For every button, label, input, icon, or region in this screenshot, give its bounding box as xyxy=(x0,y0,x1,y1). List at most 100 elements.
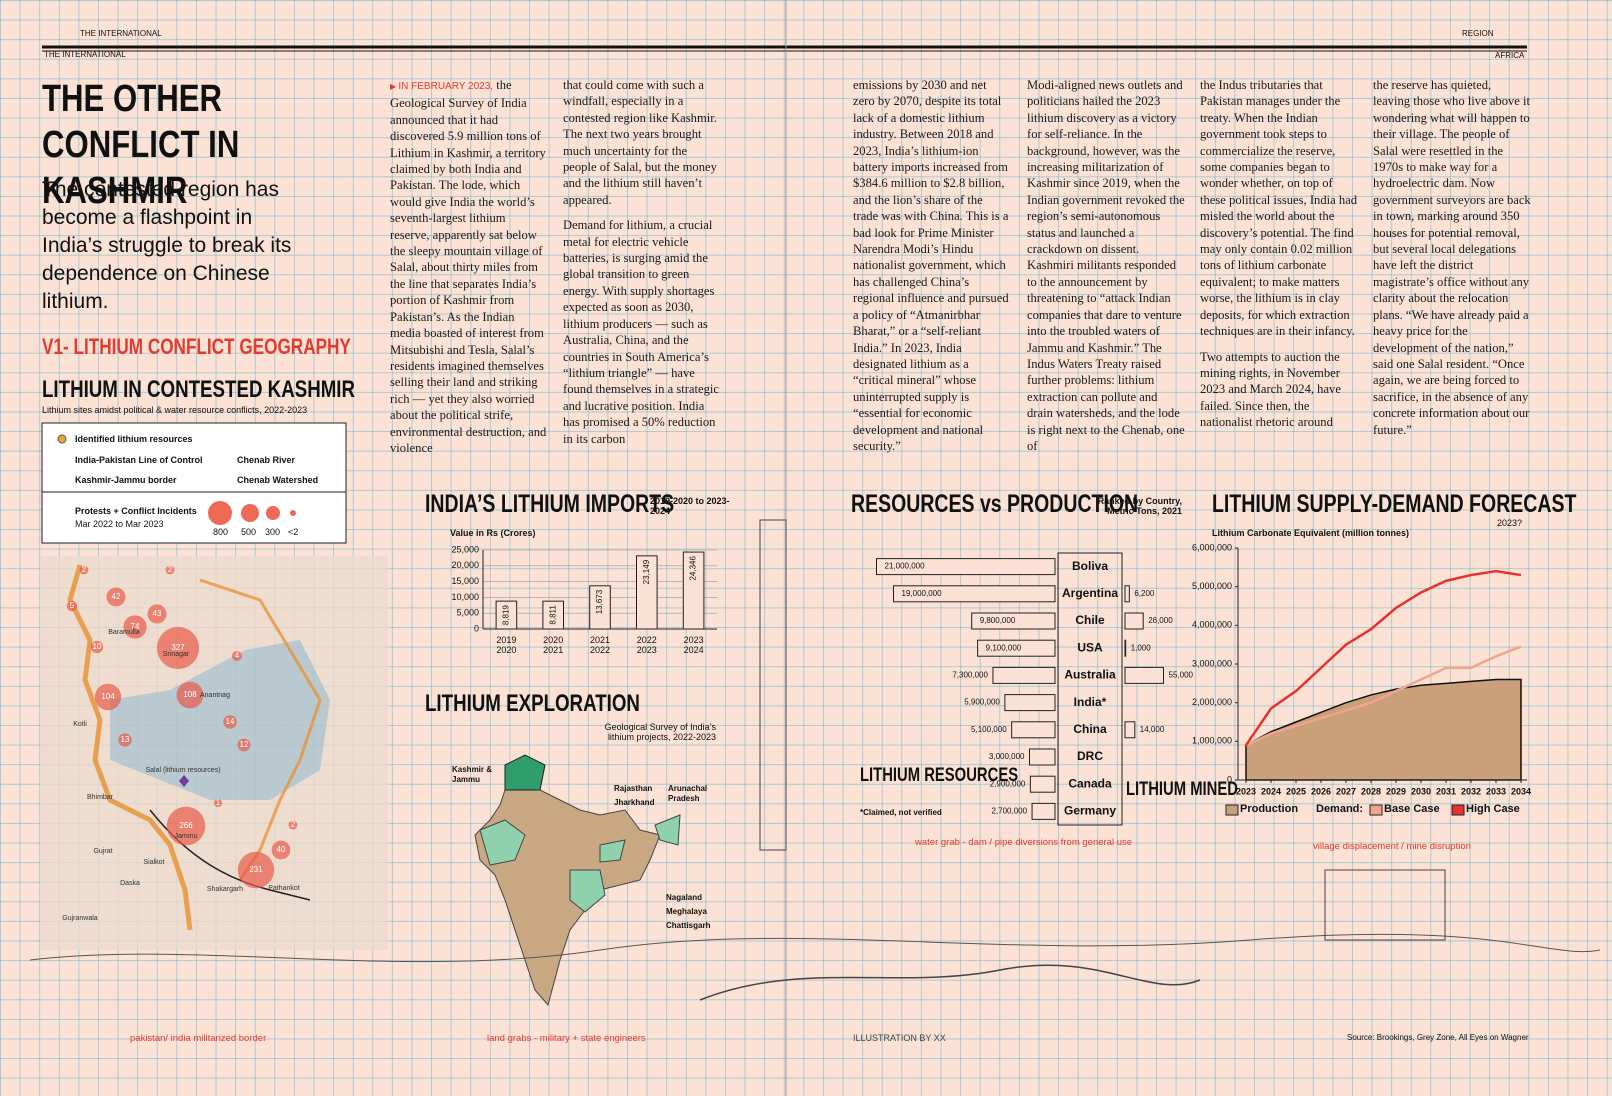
line-of-control xyxy=(67,564,193,931)
x-tick-label: 2024 xyxy=(1261,786,1281,796)
category-label: Canada xyxy=(1068,776,1112,790)
headline: THE OTHER CONFLICT IN KASHMIR xyxy=(42,78,240,212)
category-box xyxy=(1057,552,1123,826)
lithium-site xyxy=(179,775,189,787)
x-tick-label: 2034 xyxy=(1511,786,1531,796)
x-tick-label: 2031 xyxy=(1436,786,1456,796)
state-label: Jharkhand xyxy=(614,798,655,807)
paragraph-text: Demand for lithium, a crucial metal for … xyxy=(563,218,719,446)
legend-label: Base Case xyxy=(1384,803,1440,815)
paragraph: Demand for lithium, a crucial metal for … xyxy=(563,217,721,447)
note: 2023? xyxy=(1497,518,1523,528)
text-column: emissions by 2030 and net zero by 2070, … xyxy=(853,77,1011,463)
value-label: 21,000,000 xyxy=(885,562,926,571)
incident-bubble xyxy=(66,600,78,612)
x-tick-label: 2022 2023 xyxy=(636,635,657,655)
place-label: Anantnag xyxy=(200,692,230,699)
paragraph-text: Modi-aligned news outlets and politician… xyxy=(1027,78,1185,453)
legend-size xyxy=(266,506,280,520)
legend-swatch xyxy=(1225,804,1239,816)
paragraph: IN FEBRUARY 2023, the Geological Survey … xyxy=(390,77,548,456)
paragraph: Modi-aligned news outlets and politician… xyxy=(1027,77,1185,454)
highlight-state xyxy=(479,819,526,866)
incident-bubble xyxy=(123,615,147,639)
state-label: Meghalaya xyxy=(666,907,707,916)
highlight-state xyxy=(654,814,681,846)
y-tick-label: 5,000 xyxy=(456,608,479,618)
text-column: IN FEBRUARY 2023, the Geological Survey … xyxy=(390,77,548,465)
bar xyxy=(893,585,1056,603)
y-tick-label: 0 xyxy=(474,623,479,633)
legend-label: High Case xyxy=(1466,803,1520,815)
section-label: V1- LITHIUM CONFLICT GEOGRAPHY xyxy=(42,334,351,359)
value-label: 8,811 xyxy=(548,605,557,625)
note: *Claimed, not verified xyxy=(860,808,942,817)
incident-bubble xyxy=(223,715,237,729)
line xyxy=(1244,569,1522,746)
x-tick-label: 2030 xyxy=(1411,786,1431,796)
y-tick-label: 6,000,000 xyxy=(1192,542,1232,552)
value-label: 9,100,000 xyxy=(986,643,1022,652)
bar xyxy=(1029,748,1056,766)
legend-label: Mar 2022 to Mar 2023 xyxy=(75,519,164,529)
exploration-title: LITHIUM EXPLORATION xyxy=(425,690,640,717)
header-label: THE INTERNATIONAL xyxy=(44,50,126,59)
x-tick-label: 2032 xyxy=(1461,786,1481,796)
source: Source: Brookings, Grey Zone, All Eyes o… xyxy=(1347,1033,1529,1042)
incident-label: 231 xyxy=(249,865,263,874)
y-axis-label: Lithium Carbonate Equivalent (million to… xyxy=(1212,528,1410,538)
sketch-line xyxy=(29,933,1601,963)
y-tick-label: 4,000,000 xyxy=(1192,620,1232,630)
place-label: Gujranwala xyxy=(62,915,98,922)
value-label: 55,000 xyxy=(1169,671,1194,680)
incident-label: 1 xyxy=(216,798,221,807)
legend-label: Chenab Watershed xyxy=(237,475,319,485)
bar xyxy=(1124,585,1130,603)
credit: ILLUSTRATION BY XX xyxy=(853,1033,946,1043)
caption: land grabs - military + state engineers xyxy=(487,1033,646,1044)
legend-label: India-Pakistan Line of Control xyxy=(75,455,203,465)
x-tick-label: 2033 xyxy=(1486,786,1506,796)
legend-size-label: 300 xyxy=(265,527,281,537)
category-label: China xyxy=(1073,722,1107,736)
state-label: Kashmir & Jammu xyxy=(452,765,493,784)
exploration-subtitle: Geological Survey of India’s lithium pro… xyxy=(604,722,716,742)
bar xyxy=(1124,639,1127,657)
text-column: the reserve has quieted, leaving those w… xyxy=(1373,77,1531,447)
place-label: Jammu xyxy=(175,833,198,840)
header-label: AFRICA xyxy=(1495,51,1525,60)
bar xyxy=(1031,802,1056,820)
highlight-state xyxy=(504,754,546,791)
legend-size xyxy=(241,504,259,522)
x-tick-label: 2025 xyxy=(1286,786,1306,796)
paragraph: that could come with such a windfall, es… xyxy=(563,77,721,208)
deck: The contested region has become a flashp… xyxy=(42,178,292,313)
header-label: THE INTERNATIONAL xyxy=(80,29,162,38)
incident-label: 74 xyxy=(131,622,140,631)
bar xyxy=(1124,612,1144,630)
paragraph-text: that could come with such a windfall, es… xyxy=(563,78,717,207)
place-label: Baramulla xyxy=(108,629,140,636)
legend-label: Identified lithium resources xyxy=(75,434,193,444)
value-label: 13,673 xyxy=(595,589,604,614)
legend-swatch xyxy=(1369,804,1383,816)
sketch-vehicle xyxy=(1324,869,1446,941)
incident-label: 2 xyxy=(82,565,87,574)
paragraph: emissions by 2030 and net zero by 2070, … xyxy=(853,77,1011,454)
area xyxy=(1245,678,1522,781)
chenab-river xyxy=(149,809,311,901)
category-label: India* xyxy=(1074,695,1107,709)
incident-label: 104 xyxy=(101,692,115,701)
place-label: Srinagar xyxy=(163,651,190,658)
value-label: 26,000 xyxy=(1148,616,1173,625)
legend-size xyxy=(290,510,296,516)
bar xyxy=(1029,775,1056,793)
bar xyxy=(876,558,1056,576)
x-tick-label: 2028 xyxy=(1361,786,1381,796)
paragraph-text: the Geological Survey of India announced… xyxy=(390,78,547,455)
y-tick-label: 5,000,000 xyxy=(1192,581,1232,591)
legend-label: Production xyxy=(1240,803,1299,815)
incident-label: 43 xyxy=(153,609,162,618)
category-label: Australia xyxy=(1064,668,1116,682)
